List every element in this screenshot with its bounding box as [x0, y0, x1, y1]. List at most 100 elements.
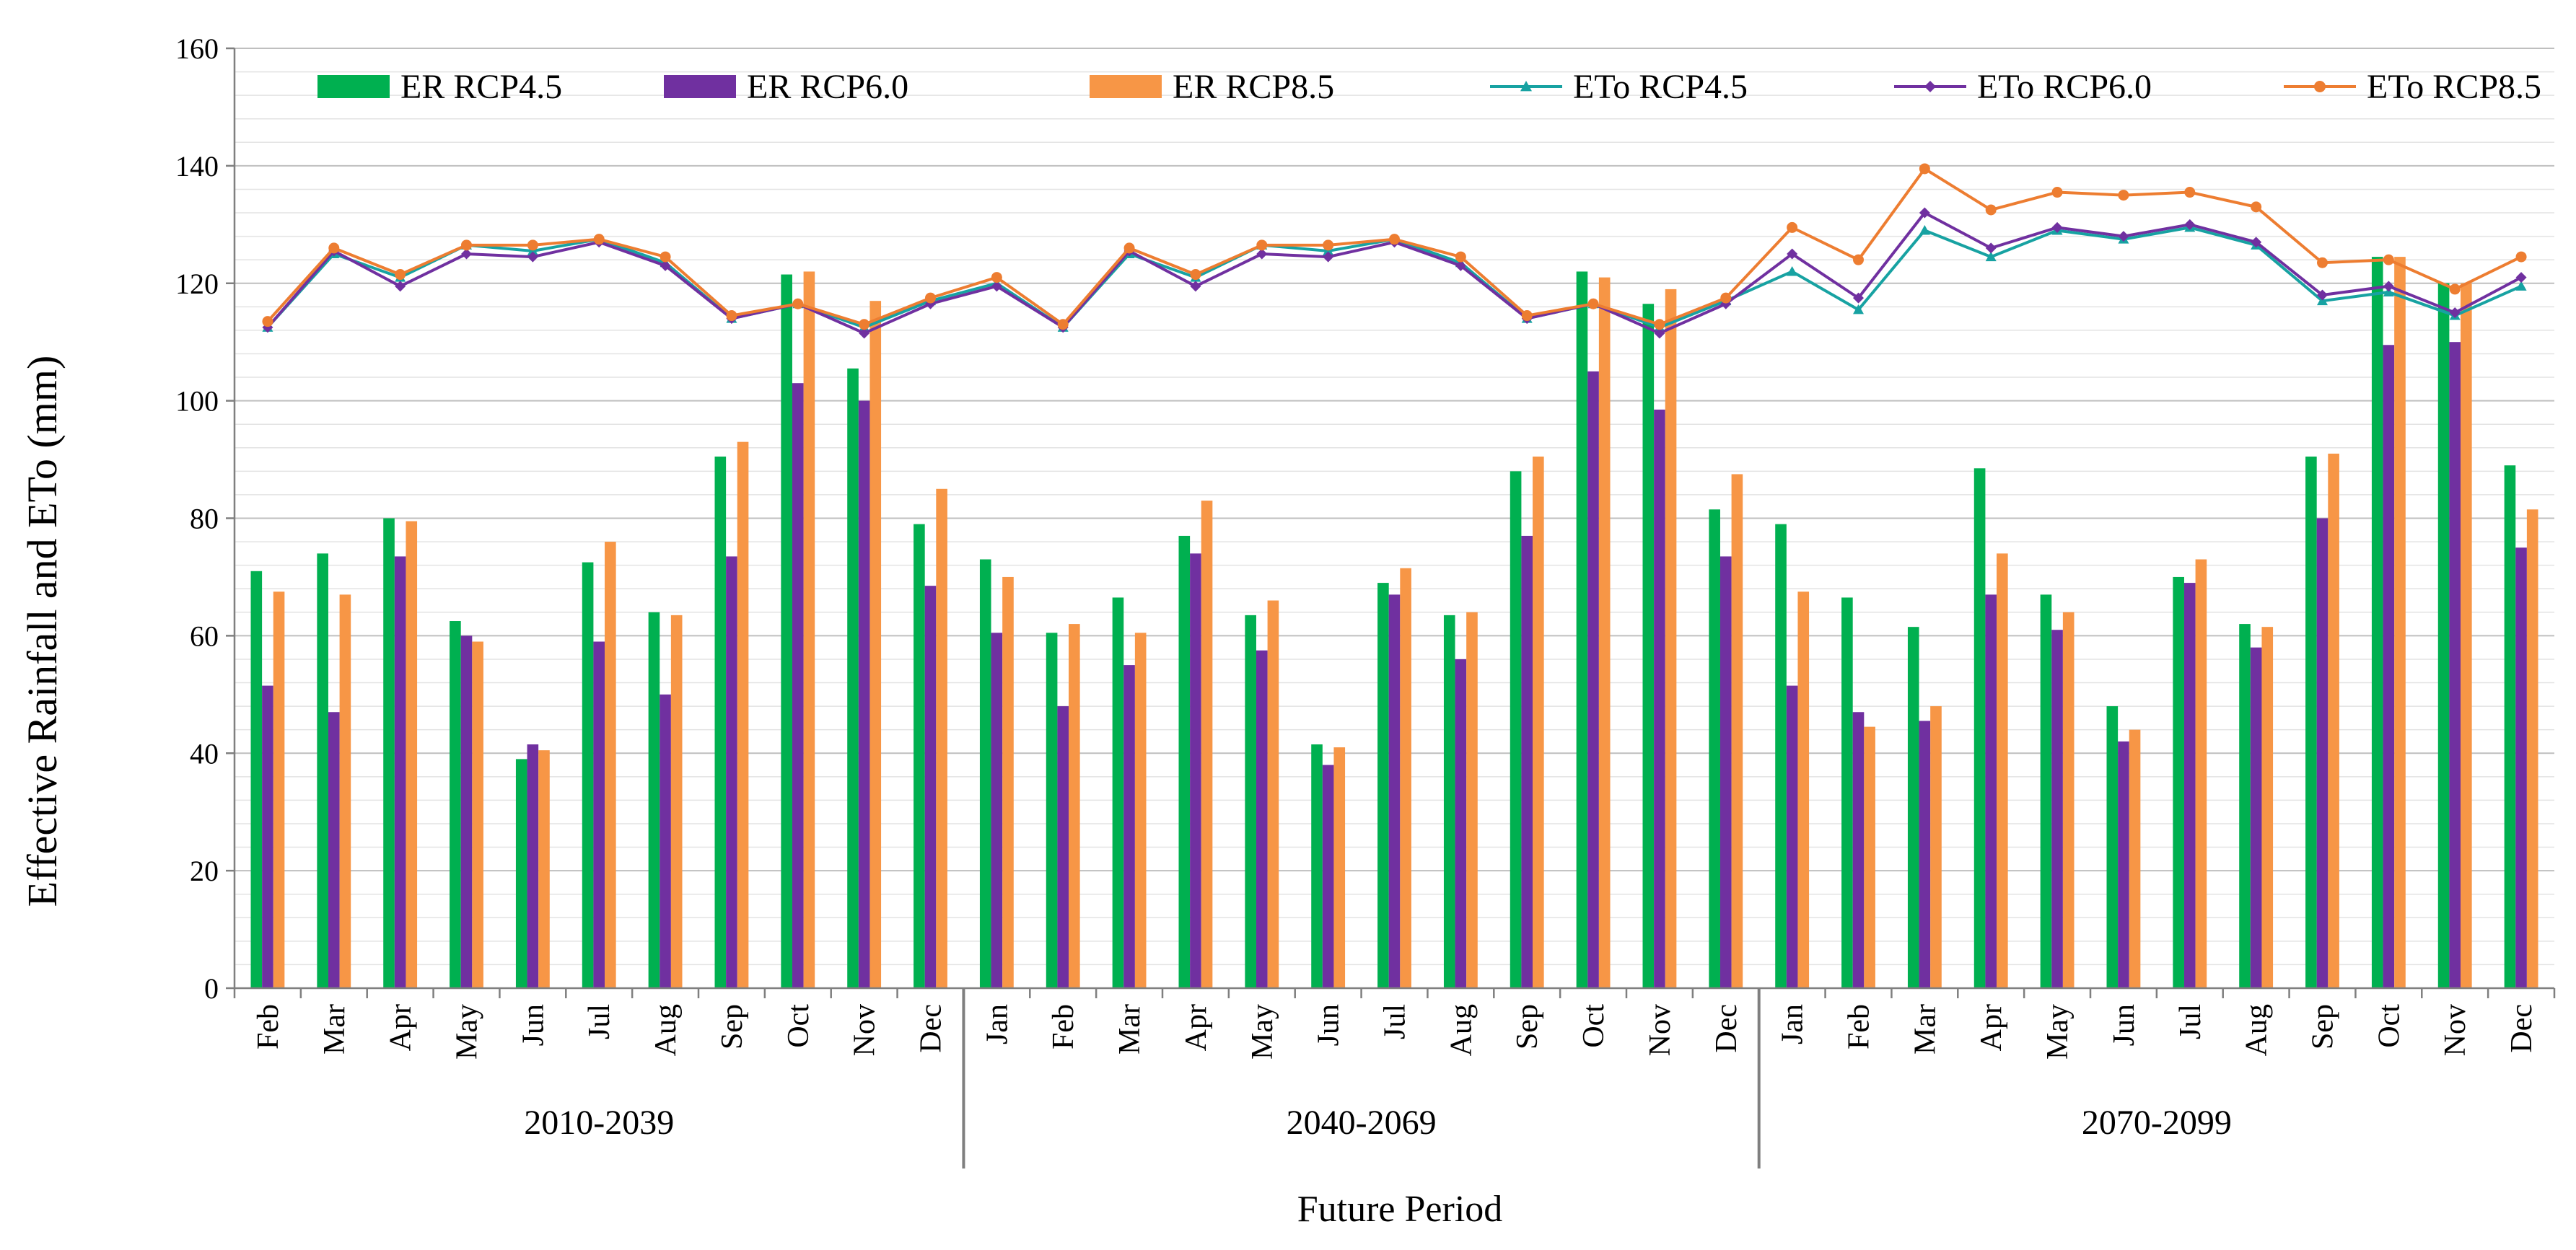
- point-eto-rcp8-5: [1720, 292, 1732, 304]
- point-eto-rcp8-5: [1057, 319, 1069, 330]
- point-eto-rcp8-5: [2051, 187, 2063, 198]
- bar-er-rcp6-0: [1057, 706, 1069, 988]
- legend-label: ER RCP8.5: [1173, 68, 1334, 106]
- bar-er-rcp8-5: [1598, 277, 1611, 988]
- x-tick-labels: Feb Mar Apr May Jun Jul Aug Sep Oct Nov Dec Jan Feb M…: [252, 1004, 2538, 1142]
- bar-er-rcp8-5: [1864, 726, 1875, 988]
- bar-er-rcp6-0: [1654, 409, 1665, 988]
- point-eto-rcp8-5: [2515, 251, 2527, 263]
- point-eto-rcp8-5: [1256, 239, 1268, 251]
- bar-er-rcp6-0: [328, 712, 340, 988]
- point-eto-rcp8-5: [461, 239, 472, 251]
- bar-er-rcp8-5: [2129, 729, 2141, 988]
- bar-er-rcp8-5: [737, 441, 749, 988]
- point-eto-rcp8-5: [1919, 163, 1930, 175]
- bar-er-rcp4-5: [383, 518, 395, 988]
- x-tick-label: Jul: [2174, 1004, 2207, 1039]
- point-eto-rcp6-0: [859, 327, 870, 339]
- point-eto-rcp6-0: [2118, 231, 2129, 242]
- bar-er-rcp8-5: [803, 271, 815, 988]
- x-tick-label: May: [2041, 1004, 2075, 1060]
- x-tick-label: Sep: [1511, 1004, 1544, 1049]
- bar-er-rcp4-5: [979, 559, 991, 988]
- bar-er-rcp6-0: [1190, 553, 1201, 988]
- bar-er-rcp8-5: [1466, 612, 1478, 988]
- bar-er-rcp8-5: [670, 615, 683, 988]
- point-eto-rcp8-5: [1323, 239, 1334, 251]
- bar-er-rcp8-5: [1069, 624, 1080, 988]
- x-tick-label: May: [1246, 1004, 1279, 1060]
- point-eto-rcp6-0: [660, 260, 671, 271]
- point-eto-rcp6-0: [2051, 221, 2063, 233]
- legend-marker: [1520, 81, 1532, 92]
- point-eto-rcp8-5: [1853, 254, 1864, 265]
- y-tick-label: 160: [175, 32, 219, 65]
- bar-er-rcp4-5: [781, 274, 792, 988]
- legend-swatch: [1090, 75, 1162, 98]
- bar-er-rcp8-5: [339, 594, 351, 988]
- point-eto-rcp6-0: [2515, 272, 2527, 283]
- bar-er-rcp8-5: [605, 542, 616, 988]
- x-tick-label: Aug: [1445, 1004, 1478, 1056]
- bar-er-rcp6-0: [924, 586, 937, 988]
- bar-er-rcp8-5: [2328, 453, 2339, 988]
- x-tick-label: Dec: [915, 1004, 948, 1053]
- bar-er-rcp6-0: [1919, 721, 1931, 988]
- x-tick-label: Mar: [318, 1004, 351, 1055]
- point-eto-rcp6-0: [1787, 248, 1798, 260]
- x-axis-title: Future Period: [1297, 1189, 1503, 1230]
- line-eto-rcp6-0: [266, 211, 2523, 335]
- point-eto-rcp8-5: [2251, 201, 2262, 213]
- point-eto-rcp6-0: [1853, 292, 1864, 304]
- x-tick-label: Nov: [2439, 1004, 2472, 1056]
- bar-er-rcp6-0: [660, 694, 671, 988]
- point-eto-rcp8-5: [726, 310, 737, 322]
- x-tick-label: Oct: [2373, 1004, 2406, 1048]
- x-tick-label: Dec: [1710, 1004, 1743, 1053]
- bar-er-rcp6-0: [527, 744, 539, 988]
- bar-er-rcp4-5: [1907, 627, 1919, 988]
- bar-er-rcp4-5: [1046, 633, 1058, 988]
- bar-er-rcp4-5: [515, 759, 527, 988]
- point-eto-rcp6-0: [395, 281, 406, 292]
- x-tick-label: Nov: [1644, 1004, 1677, 1056]
- bar-er-rcp4-5: [450, 621, 461, 988]
- bar-er-rcp8-5: [273, 591, 285, 988]
- x-tick-label: Oct: [1577, 1004, 1611, 1048]
- point-eto-rcp8-5: [792, 298, 804, 309]
- bar-er-rcp8-5: [1731, 474, 1743, 988]
- point-eto-rcp4-5: [1985, 251, 1997, 262]
- y-tick-label: 40: [190, 737, 219, 770]
- point-eto-rcp6-0: [1919, 207, 1930, 219]
- bar-er-rcp8-5: [1997, 553, 2008, 988]
- legend-label: ER RCP6.0: [747, 68, 908, 106]
- bar-er-rcp4-5: [1377, 583, 1389, 988]
- point-eto-rcp8-5: [2118, 190, 2129, 201]
- point-eto-rcp6-0: [2317, 289, 2328, 301]
- point-eto-rcp6-0: [1985, 242, 1997, 254]
- x-tick-label: Aug: [2240, 1004, 2274, 1056]
- bar-er-rcp6-0: [2383, 345, 2395, 988]
- point-eto-rcp8-5: [925, 292, 936, 304]
- bar-er-rcp6-0: [1587, 371, 1599, 988]
- bar-er-rcp6-0: [792, 383, 804, 988]
- bar-er-rcp4-5: [1709, 509, 1720, 988]
- x-tick-label: Feb: [252, 1004, 285, 1049]
- y-tick-label: 0: [204, 972, 219, 1005]
- bar-er-rcp6-0: [394, 556, 406, 988]
- point-eto-rcp6-0: [2383, 281, 2394, 292]
- bar-er-rcp8-5: [1333, 747, 1346, 988]
- point-eto-rcp8-5: [1787, 221, 1798, 233]
- bar-er-rcp6-0: [1256, 650, 1268, 988]
- bar-er-rcp6-0: [2515, 547, 2527, 988]
- legend: ER RCP4.5 ER RCP6.0 ER RCP8.5 ETo RCP4.5 ETo…: [317, 68, 2541, 106]
- bar-er-rcp6-0: [2051, 630, 2063, 988]
- point-eto-rcp4-5: [1853, 304, 1864, 314]
- x-tick-label: Jul: [1379, 1004, 1412, 1039]
- bar-er-rcp4-5: [714, 456, 727, 988]
- point-eto-rcp8-5: [660, 251, 671, 263]
- point-eto-rcp6-0: [2184, 219, 2196, 230]
- bar-er-rcp6-0: [1123, 665, 1135, 988]
- bar-er-rcp4-5: [914, 524, 925, 988]
